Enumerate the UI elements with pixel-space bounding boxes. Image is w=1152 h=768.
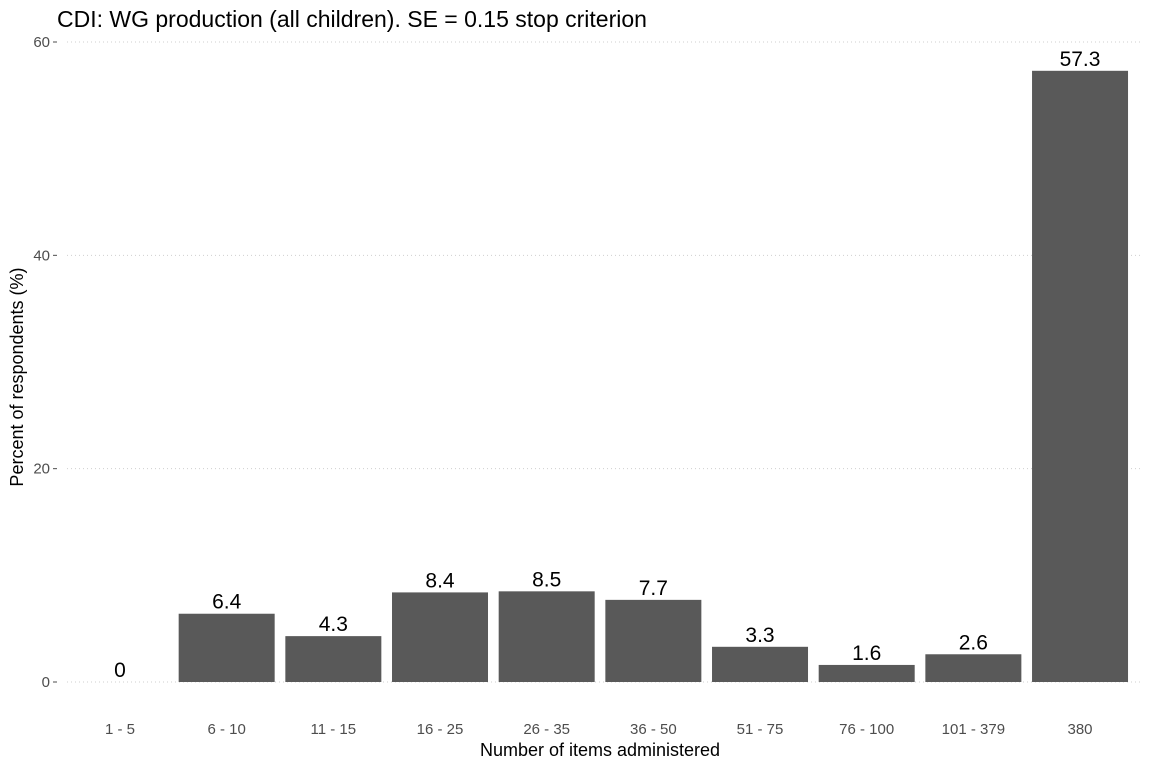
data-label: 1.6 [852,642,881,665]
bar-5 [605,599,702,682]
x-tick-label: 16 - 25 [417,721,464,738]
data-label: 4.3 [319,613,348,636]
bar-9 [1032,70,1129,683]
grid-lines [67,41,1140,683]
bar-2 [285,636,382,682]
x-tick-label: 51 - 75 [737,721,784,738]
x-tick-label: 101 - 379 [942,721,1005,738]
x-tick-label: 380 [1068,721,1093,738]
y-tick-label: 40 [33,247,50,264]
bar-6 [712,646,809,682]
data-labels: 0 6.4 4.3 8.4 8.5 7.7 3.3 1.6 2.6 57.3 [114,48,1100,682]
data-label: 3.3 [745,624,774,647]
data-label: 2.6 [959,631,988,654]
x-axis-title: Number of items administered [480,740,720,760]
y-tick-label: 0 [42,674,50,691]
x-tick-label: 1 - 5 [105,721,135,738]
data-label: 8.4 [425,569,455,592]
data-label: 7.7 [639,577,668,600]
data-label: 57.3 [1060,48,1101,71]
x-tick-label: 36 - 50 [630,721,677,738]
y-axis-title: Percent of respondents (%) [7,267,27,486]
bar-1 [178,613,275,682]
x-tick-label: 11 - 15 [311,721,357,738]
bar-8 [925,654,1022,682]
bar-7 [818,664,915,682]
bar-4 [498,591,595,682]
x-tick-label: 6 - 10 [207,721,245,738]
y-axis: 0 20 40 60 [33,34,57,691]
data-label: 0 [114,659,126,682]
bars [178,70,1129,683]
x-tick-label: 76 - 100 [839,721,894,738]
y-tick-label: 60 [33,34,50,51]
bar-3 [392,592,489,682]
data-label: 6.4 [212,591,242,614]
x-tick-label: 26 - 35 [523,721,570,738]
y-tick-label: 20 [33,461,50,478]
data-label: 8.5 [532,568,561,591]
chart-title: CDI: WG production (all children). SE = … [57,6,647,32]
x-axis: 1 - 5 6 - 10 11 - 15 16 - 25 26 - 35 36 - 50 5… [105,721,1093,738]
